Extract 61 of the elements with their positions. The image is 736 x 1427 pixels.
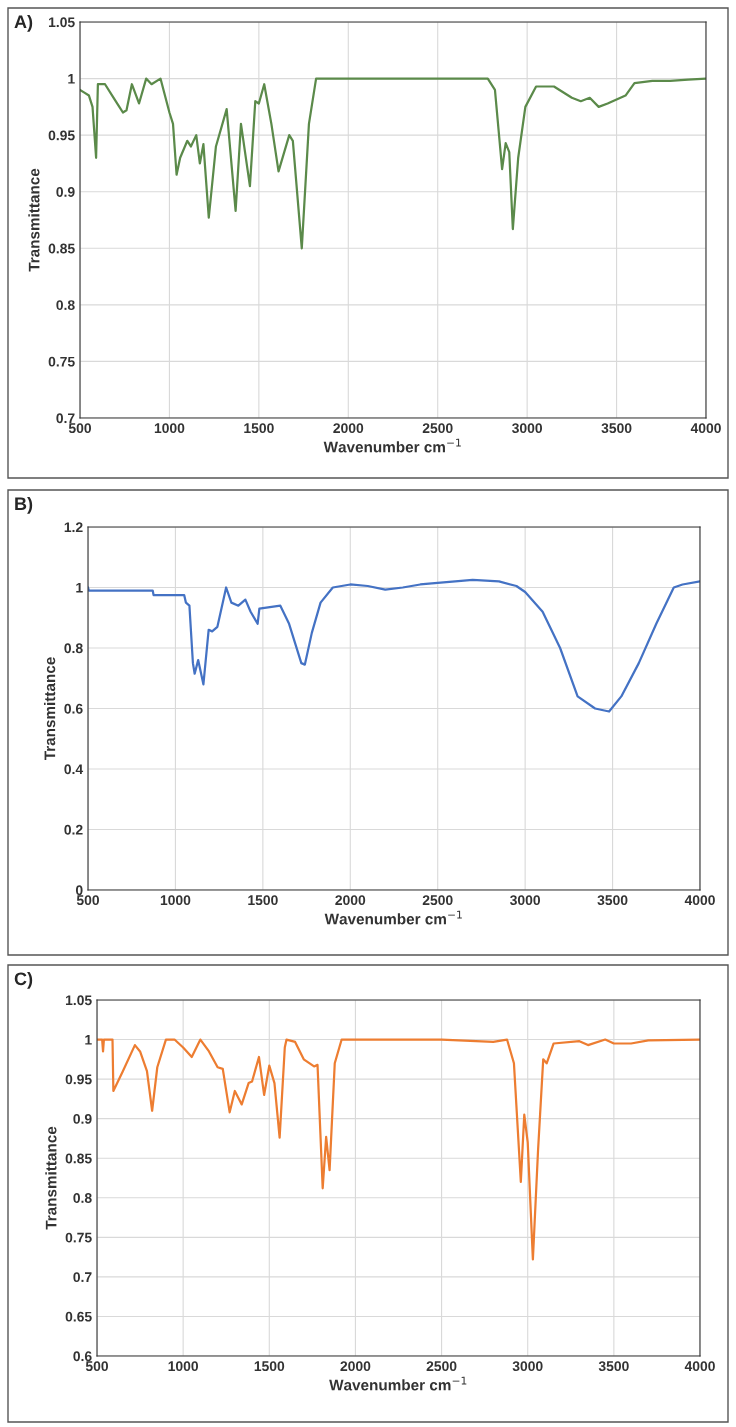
x-tick-label: 1500 (254, 1361, 285, 1372)
x-tick-label: 3000 (512, 423, 543, 434)
y-tick-label: 0.6 (64, 703, 83, 714)
y-tick-label: 0.75 (48, 356, 75, 367)
x-tick-label: 2500 (426, 1361, 457, 1372)
x-axis-title: Wavenumber cm$^{−1}$ (324, 910, 462, 925)
y-tick-label: 0.2 (64, 824, 83, 835)
y-tick-label: 1 (68, 74, 75, 84)
y-axis-title: Transmittance (28, 168, 40, 272)
y-axis-title: Transmittance (44, 657, 56, 761)
chart-title: B) (15, 496, 33, 514)
y-tick-label: 1.05 (48, 17, 75, 28)
y-tick-label: 0.85 (65, 1153, 92, 1164)
y-tick-label: 1.2 (64, 522, 83, 533)
x-tick-label: 500 (68, 423, 92, 434)
y-tick-label: 1.05 (65, 995, 92, 1006)
x-tick-label: 2000 (333, 423, 364, 434)
x-tick-label: 3000 (510, 895, 541, 906)
x-tick-label: 1500 (244, 423, 274, 434)
y-tick-label: 1 (85, 1035, 92, 1045)
y-tick-label: 0 (75, 885, 83, 896)
x-tick-label: 500 (85, 1361, 109, 1372)
chart-title: C) (14, 971, 33, 989)
x-tick-label: 500 (76, 895, 100, 906)
chart-title: A) (14, 14, 33, 32)
line-series (97, 1038, 700, 1261)
y-tick-label: 0.7 (73, 1272, 92, 1283)
y-tick-label: 0.65 (65, 1311, 92, 1322)
x-tick-label: 1000 (160, 895, 191, 906)
y-tick-label: 0.9 (56, 187, 75, 197)
y-tick-label: 0.85 (48, 243, 75, 254)
x-tick-label: 2000 (335, 895, 366, 906)
x-tick-label: 3500 (598, 1361, 629, 1372)
x-tick-label: 1500 (248, 895, 278, 906)
x-tick-label: 2500 (422, 423, 453, 434)
y-tick-label: 0.8 (64, 643, 83, 654)
x-tick-label: 4000 (684, 1361, 715, 1372)
x-tick-label: 3000 (512, 1361, 543, 1372)
y-tick-label: 0.7 (56, 413, 75, 424)
line-series (80, 77, 706, 250)
y-tick-label: 0.6 (73, 1351, 92, 1362)
line-series (88, 578, 700, 713)
y-axis-title: Transmittance (45, 1126, 57, 1230)
x-tick-label: 1000 (154, 423, 185, 434)
x-axis-title: Wavenumber cm$^{−1}$ (323, 438, 461, 453)
x-tick-label: 2500 (422, 895, 453, 906)
y-tick-label: 0.75 (65, 1232, 92, 1243)
x-tick-label: 3500 (597, 895, 628, 906)
x-tick-label: 4000 (690, 423, 721, 434)
y-tick-label: 0.8 (73, 1193, 92, 1203)
y-tick-label: 0.9 (73, 1114, 92, 1124)
y-tick-label: 0.95 (65, 1074, 92, 1085)
y-tick-label: 0.95 (48, 130, 75, 141)
x-tick-label: 1000 (168, 1361, 199, 1372)
y-tick-label: 0.8 (56, 300, 75, 311)
x-tick-label: 4000 (684, 895, 715, 906)
y-tick-label: 1 (76, 582, 83, 593)
x-axis-title: Wavenumber cm$^{−1}$ (329, 1376, 467, 1391)
y-tick-label: 0.4 (64, 764, 84, 775)
x-tick-label: 3500 (601, 423, 632, 434)
x-tick-label: 2000 (340, 1361, 371, 1372)
